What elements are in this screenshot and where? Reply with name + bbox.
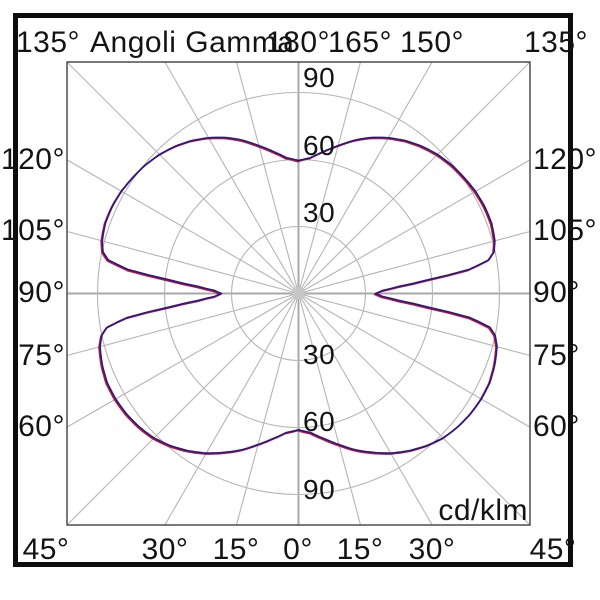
angle-label-right-120: 120° xyxy=(533,143,598,176)
radial-label-90-top: 90 xyxy=(303,62,336,93)
angle-label-right-90: 90° xyxy=(533,276,580,309)
units-label: cd/klm xyxy=(438,494,528,527)
angle-label-right-75: 75° xyxy=(533,339,580,372)
angle-label-bottom-30-right: 30° xyxy=(408,533,456,566)
radial-label-60-top: 60 xyxy=(303,130,336,161)
chart-title: Angoli Gamma xyxy=(90,26,295,59)
radial-label-30-top: 30 xyxy=(303,197,336,228)
angle-label-top-150: 150° xyxy=(399,26,465,59)
radial-label-90-bottom: 90 xyxy=(303,474,336,505)
angle-label-left-120: 120° xyxy=(0,143,65,176)
angle-label-bottom-0: 0° xyxy=(283,533,313,566)
angle-label-right-60: 60° xyxy=(533,410,580,443)
angle-label-bottom-15-right: 15° xyxy=(336,533,384,566)
angle-label-left-75: 75° xyxy=(18,339,65,372)
radial-label-30-bottom: 30 xyxy=(303,339,336,370)
angle-label-bottom-15-left: 15° xyxy=(212,533,260,566)
angle-label-bottom-45-right: 45° xyxy=(529,533,577,566)
angle-label-left-60: 60° xyxy=(18,410,65,443)
angle-label-top-135-right: 135° xyxy=(523,26,589,59)
angle-label-bottom-45-left: 45° xyxy=(22,533,70,566)
angle-label-top-180: 180° xyxy=(265,26,331,59)
angle-label-right-105: 105° xyxy=(533,214,598,247)
curve-C90-C270 xyxy=(99,136,498,454)
radial-label-60-bottom: 60 xyxy=(303,406,336,437)
angle-label-top-135-left: 135° xyxy=(15,26,81,59)
angle-label-top-165: 165° xyxy=(327,26,393,59)
angle-label-bottom-30-left: 30° xyxy=(141,533,189,566)
angle-label-left-90: 90° xyxy=(18,276,65,309)
angle-label-left-105: 105° xyxy=(0,214,65,247)
